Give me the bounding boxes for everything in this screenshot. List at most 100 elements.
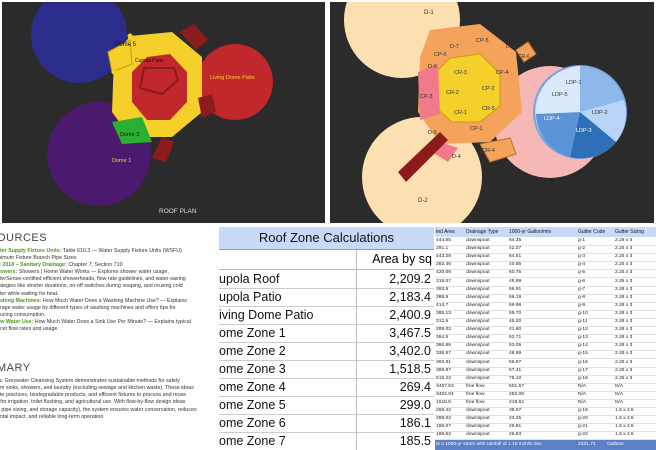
calc-row: ome Zone 5 299.0: [219, 396, 434, 415]
gutter-row: 185.52 downspout 26.83 g-22 1.5 x 2.5: [435, 431, 656, 441]
calc-row-value: 2,183.4: [389, 290, 431, 304]
source-line-lead[interactable]: © 2018 – Sanitary Drainage:: [0, 262, 67, 269]
cell-gutter-code: N/A: [578, 383, 587, 389]
cell-gutter-sizing: 2.25 x 3: [615, 351, 633, 357]
source-line-text: How Much Water Does a Sink Use Per Minut…: [33, 318, 191, 325]
roof-vent-3: [152, 137, 174, 162]
label-ldp3: LDP-3: [576, 128, 592, 134]
footer-total: 2331.71: [578, 442, 596, 447]
calc-header-row: Area by sq: [219, 250, 434, 270]
cell-gutter-sizing: N/A: [615, 400, 624, 405]
label-d1: D-1: [424, 10, 434, 16]
cell-area: 336.67: [436, 351, 451, 357]
cell-gutter-sizing: 1.5 x 2.5: [615, 408, 634, 414]
cell-gallon-min: 501.57: [509, 383, 524, 389]
cell-drainage-type: downspout: [466, 254, 490, 260]
cupola-roof-shape: [132, 54, 187, 120]
cell-gutter-code: g-12: [578, 327, 588, 333]
sources-document: OURCES ater Supply Fixture Units: Table …: [0, 227, 218, 450]
source-line-text: rategies like shorter durations, on-off …: [0, 283, 183, 290]
cell-gallon-min: 219.62: [509, 400, 524, 405]
cell-area: 1518.5: [436, 400, 451, 405]
calc-row-value: 2,209.2: [389, 272, 431, 286]
source-line-text: aterSense-certified efficient showerhead…: [0, 276, 186, 283]
gutter-row: 519.22 downspout 75.10 g-18 2.25 x 3: [435, 375, 656, 384]
cell-drainage-type: downspout: [466, 302, 490, 308]
calc-row: upola Roof 2,209.2: [219, 270, 434, 289]
node-point: [127, 33, 133, 39]
dome-3-shape: [112, 117, 152, 144]
gutter-row: 312.5 downspout 45.20 g-11 2.25 x 3: [435, 318, 656, 328]
cell-gallon-min: 40.85: [509, 262, 522, 268]
summary-line: om sinks, showers, and laundry (excludin…: [0, 385, 194, 392]
source-line: ater Supply Fixture Units: Table 610.3 —…: [0, 248, 215, 255]
calc-row: ome Zone 3 1,518.5: [219, 360, 434, 379]
label-d4: D-4: [452, 154, 461, 160]
roof-plan-panel: Dome 5 Cupola Patio Living Dome Patio Do…: [2, 2, 325, 223]
calc-row-name: upola Patio: [219, 290, 282, 304]
label-ldp1: LDP-1: [566, 80, 582, 86]
zone-cp3: [418, 64, 440, 120]
source-line: ow Water Use: How Much Water Does a Sink…: [0, 319, 215, 326]
ldp-slice-2: [580, 100, 626, 142]
cell-drainage-type: downspout: [466, 408, 490, 414]
source-line: © 2018 – Sanitary Drainage: Chapter 7, S…: [0, 262, 215, 269]
roof-zone-calculations: Roof Zone Calculations Area by sq upola …: [219, 227, 434, 450]
gutter-header-row: ted Area Drainage Type 1000-yr Gallon/mi…: [435, 227, 656, 237]
label-cp2: CP-2: [482, 86, 495, 92]
cupola-roof-detail: [138, 67, 180, 96]
cell-gutter-sizing: 2.25 x 3: [615, 246, 633, 252]
calc-row-name: ome Zone 3: [219, 362, 286, 376]
gutter-row: 289.02 downspout 41.80 g-12 2.25 x 3: [435, 326, 656, 336]
cell-drainage-type: downspout: [466, 310, 490, 316]
cell-gutter-code: g-5: [578, 270, 586, 276]
source-line-text: ucet flow rates and usage.: [0, 326, 59, 333]
cell-area: 364.5: [436, 335, 449, 341]
gutter-row: 186.07 downspout 26.91 g-21 1.5 x 2.5: [435, 423, 656, 433]
gutter-row: 414.7 downspout 59.98 g-9 2.25 x 3: [435, 302, 656, 311]
label-ldp2: LDP-2: [592, 110, 608, 116]
gutter-row: 269.42 downspout 38.97 g-19 1.5 x 2.5: [435, 407, 656, 417]
cell-area: 318.07: [436, 278, 451, 284]
source-line-lead[interactable]: ashing Machines:: [0, 297, 42, 304]
cell-gutter-code: N/A: [578, 400, 587, 405]
cell-drainage-type: downspout: [466, 246, 490, 252]
cell-drainage-type: downspout: [466, 286, 490, 292]
label-d7: D-7: [450, 44, 459, 50]
cell-gutter-sizing: 2.25 x 3: [615, 286, 633, 292]
source-line-lead[interactable]: howers:: [0, 269, 18, 276]
ldp-slice-4: [536, 112, 580, 157]
calc-row-name: ome Zone 7: [219, 434, 286, 448]
cell-gutter-code: g-15: [578, 351, 588, 357]
roof-plan-drawing: Dome 5 Cupola Patio Living Dome Patio Do…: [31, 2, 273, 215]
ldp-slice-1: [580, 66, 624, 112]
source-line: ducing consumption.: [0, 312, 215, 319]
calc-row-value: 269.4: [399, 380, 431, 394]
label-cp1: CP-1: [470, 126, 483, 132]
cell-area: 291.1: [436, 246, 449, 252]
label-cr2: CR-2: [446, 90, 459, 96]
label-d5: D-5: [428, 130, 437, 136]
cell-gutter-sizing: 2.25 x 3: [615, 278, 633, 284]
gutter-row: 282.46 downspout 40.85 g-4 2.25 x 3: [435, 261, 656, 271]
source-line-text: Chapter 7, Section 710: [66, 262, 123, 269]
cell-area: 519.22: [436, 375, 451, 381]
gutter-row: 3467.53 free flow 501.57 N/A N/A: [435, 383, 656, 392]
label-cp6: CP-6: [434, 52, 447, 58]
source-line-text: ater while waiting for heat.: [0, 290, 59, 297]
cell-gallon-min: 26.91: [509, 424, 522, 430]
calc-col-header: Area by sq: [372, 252, 432, 266]
source-line-lead[interactable]: ater Supply Fixture Units:: [0, 248, 62, 254]
cell-area: 388.5: [436, 294, 449, 300]
source-line: ater while waiting for heat.: [0, 291, 215, 298]
sources-heading: OURCES: [0, 232, 48, 244]
cell-drainage-type: downspout: [466, 375, 490, 381]
cell-drainage-type: downspout: [466, 327, 490, 333]
source-line-text: inimum Fixture Branch Pipe Sizes: [0, 255, 77, 262]
cell-gutter-code: g-10: [578, 310, 588, 316]
cell-gallon-min: 26.83: [509, 432, 522, 438]
cell-gutter-sizing: 1.5 x 2.5: [615, 424, 634, 430]
source-line-lead[interactable]: ow Water Use:: [0, 318, 34, 325]
cell-gallon-min: 55.70: [509, 310, 522, 316]
cell-gutter-sizing: 2.25 x 3: [615, 327, 633, 333]
